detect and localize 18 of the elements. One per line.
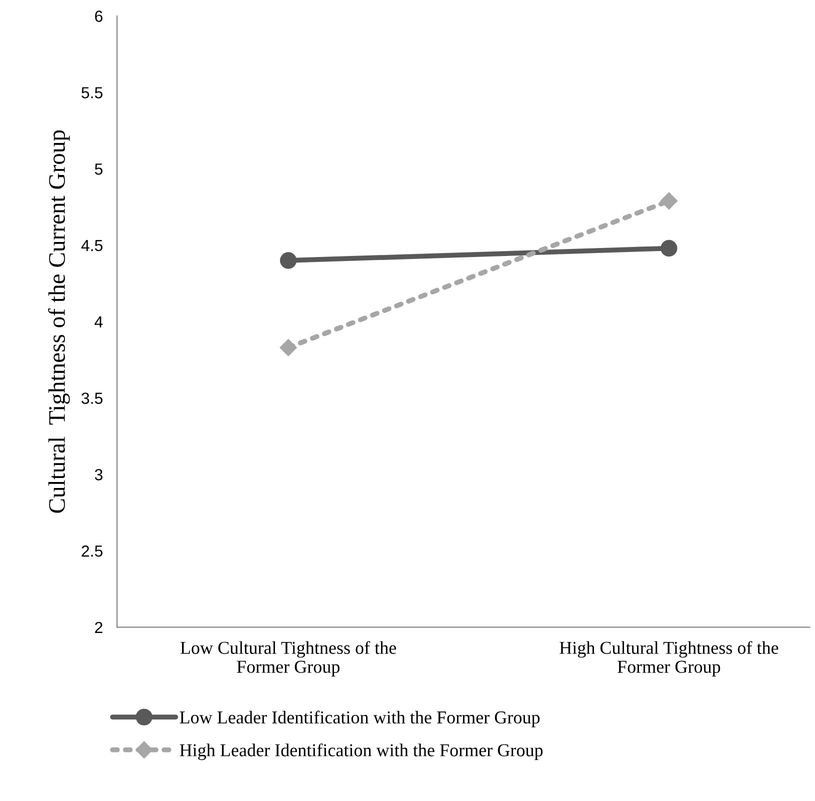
legend-label: Low Leader Identification with the Former Group <box>180 710 540 728</box>
y-tick-label: 3 <box>94 469 102 480</box>
point <box>280 339 297 356</box>
point <box>660 192 678 210</box>
y-tick-label: 4 <box>94 316 103 328</box>
legend-label: High Leader Identification with the Former Group <box>180 743 543 760</box>
x-tick-label: High Cultural Tightness of the Former Group <box>560 641 778 677</box>
point <box>280 252 297 269</box>
y-tick-label: 4.5 <box>81 240 102 252</box>
y-tick-label: 3.5 <box>82 392 102 404</box>
y-tick-label: 2.5 <box>82 545 102 557</box>
y-tick-label: 2 <box>95 622 102 633</box>
y-tick-label: 5.5 <box>82 87 102 98</box>
y-tick-label: 6 <box>95 10 102 22</box>
y-axis-title: Cultural Tightness of the Current Group <box>48 130 70 513</box>
point <box>660 240 678 257</box>
y-tick-label: 5 <box>94 164 102 175</box>
x-tick-label: Low Cultural Tightness of the Former Group <box>180 641 396 677</box>
